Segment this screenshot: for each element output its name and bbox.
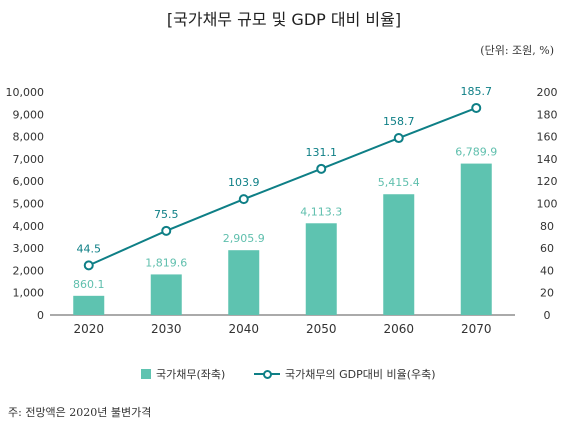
left-tick-label: 4,000 (13, 220, 45, 233)
source-note: 주: 전망액은 2020년 불변가격 (8, 406, 152, 419)
ratio-value-label: 131.1 (306, 146, 338, 159)
left-tick-label: 10,000 (6, 86, 45, 99)
right-tick-label: 80 (540, 220, 554, 233)
legend-bar-swatch (141, 369, 151, 379)
left-tick-label: 7,000 (13, 153, 45, 166)
chart-title: [국가채무 규모 및 GDP 대비 비율] (166, 10, 402, 29)
ratio-point (238, 194, 249, 205)
x-tick-label: 2040 (228, 322, 259, 336)
bar-value-label: 2,905.9 (223, 232, 265, 245)
legend-line-symbol (254, 369, 280, 379)
chart-area: 0 1,000 2,000 3,000 4,000 5,000 6,000 7,000 8,00… (6, 85, 558, 336)
right-tick-label: 180 (537, 108, 558, 121)
bar-value-label: 1,819.6 (145, 256, 187, 269)
bar-value-label: 4,113.3 (300, 205, 342, 218)
ratio-value-label: 75.5 (154, 208, 179, 221)
legend-item-ratio: 국가채무의 GDP대비 비율(우축) (254, 366, 436, 382)
right-tick-label: 140 (537, 153, 558, 166)
left-tick-label: 0 (37, 309, 44, 322)
ratio-point (161, 225, 172, 236)
right-tick-label: 20 (540, 287, 554, 300)
bar (383, 194, 415, 315)
right-tick-label: 40 (540, 264, 554, 277)
left-tick-label: 6,000 (13, 175, 45, 188)
bar (305, 223, 337, 315)
bar (228, 250, 260, 315)
legend-bar-label: 국가채무(좌축) (156, 368, 226, 381)
x-tick-label: 2020 (73, 322, 104, 336)
bar-value-label: 860.1 (73, 278, 105, 291)
right-tick-label: 200 (537, 86, 558, 99)
legend: 국가채무(좌축) 국가채무의 GDP대비 비율(우축) (0, 362, 568, 382)
left-tick-label: 5,000 (13, 198, 45, 211)
right-tick-label: 0 (544, 309, 551, 322)
ratio-point (83, 260, 94, 271)
right-tick-label: 60 (540, 242, 554, 255)
unit-note: (단위: 조원, %) (480, 44, 554, 57)
ratio-value-label: 158.7 (383, 115, 415, 128)
ratio-value-label: 103.9 (228, 176, 260, 189)
bar-value-label: 5,415.4 (378, 176, 420, 189)
bar (460, 163, 492, 315)
ratio-line (88, 107, 477, 267)
x-tick-label: 2030 (151, 322, 182, 336)
right-tick-label: 160 (537, 131, 558, 144)
left-tick-label: 8,000 (13, 131, 45, 144)
legend-line-label: 국가채무의 GDP대비 비율(우축) (285, 368, 436, 381)
ratio-point (393, 133, 404, 144)
ratio-value-label: 185.7 (461, 85, 493, 98)
x-tick-label: 2070 (461, 322, 492, 336)
left-tick-label: 9,000 (13, 108, 45, 121)
x-tick-label: 2060 (383, 322, 414, 336)
legend-item-debt: 국가채무(좌축) (141, 366, 225, 382)
right-tick-label: 120 (537, 175, 558, 188)
x-tick-label: 2050 (306, 322, 337, 336)
bar-value-label: 6,789.9 (455, 146, 497, 159)
left-tick-label: 3,000 (13, 242, 45, 255)
left-tick-label: 2,000 (13, 264, 45, 277)
right-tick-label: 100 (537, 198, 558, 211)
bar (150, 274, 182, 315)
ratio-point (471, 102, 482, 113)
bar (73, 295, 105, 315)
ratio-value-label: 44.5 (77, 242, 102, 255)
ratio-point (316, 163, 327, 174)
left-tick-label: 1,000 (13, 287, 45, 300)
